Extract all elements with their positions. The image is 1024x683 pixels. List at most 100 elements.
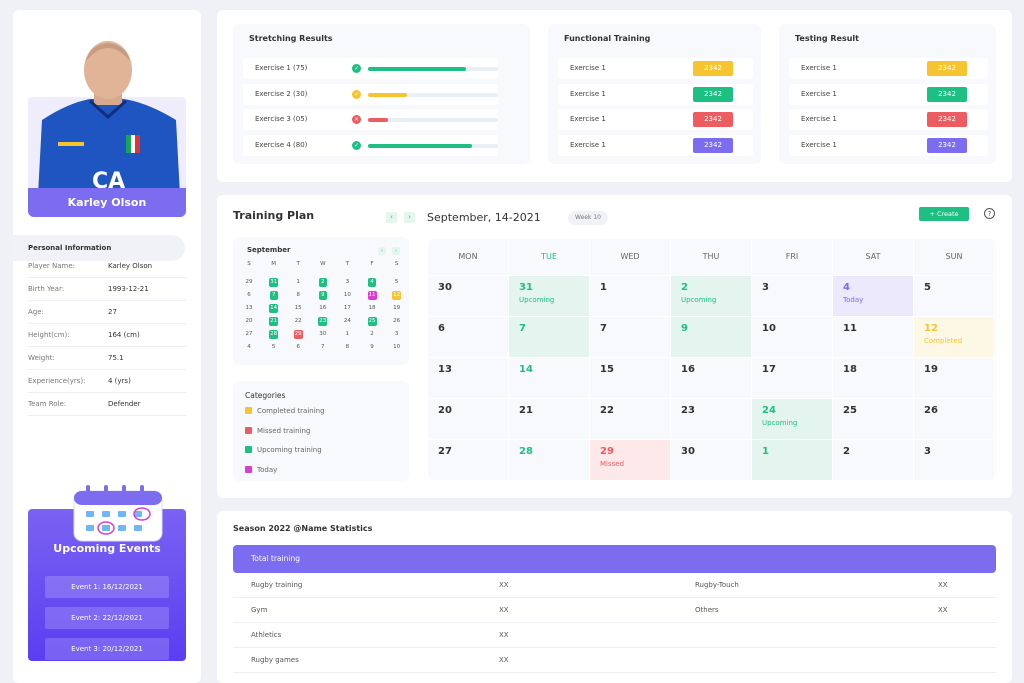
mini-day[interactable]: 8 (287, 290, 309, 301)
event-item[interactable]: Event 1: 16/12/2021 (45, 576, 169, 598)
calendar-day-cell[interactable]: 3 (914, 439, 995, 480)
mini-day[interactable]: 5 (263, 342, 285, 353)
calendar-day-cell[interactable]: 2 (833, 439, 914, 480)
personal-info-label: Birth Year: (28, 285, 65, 293)
mini-day[interactable]: 6 (238, 290, 260, 301)
calendar-day-cell[interactable]: 2 Upcoming (671, 275, 752, 316)
mini-day[interactable]: 4 (361, 277, 383, 288)
mini-next-button[interactable]: › (392, 247, 400, 255)
mini-day[interactable]: 4 (238, 342, 260, 353)
categories-legend: Categories Completed training Missed trai… (233, 381, 409, 481)
calendar-day-cell[interactable]: 15 (590, 357, 671, 398)
mini-day[interactable]: 19 (386, 303, 408, 314)
calendar-day-cell[interactable]: 11 (833, 316, 914, 357)
mini-day[interactable]: 20 (238, 316, 260, 327)
create-button[interactable]: + Create (919, 207, 969, 221)
mini-day[interactable]: 29 (238, 277, 260, 288)
testing-panel: Testing Result Exercise 1 2342 Exercise 1 2… (779, 24, 996, 164)
calendar-day-cell[interactable]: 31 Upcoming (509, 275, 590, 316)
mini-day[interactable]: 3 (336, 277, 358, 288)
mini-day[interactable]: 29 (287, 329, 309, 340)
mini-day[interactable]: 27 (238, 329, 260, 340)
mini-day-number: 3 (394, 331, 399, 337)
calendar-day-cell[interactable]: 1 (590, 275, 671, 316)
calendar-day-cell[interactable]: 23 (671, 398, 752, 439)
mini-day[interactable]: 1 (287, 277, 309, 288)
mini-day[interactable]: 22 (287, 316, 309, 327)
mini-day[interactable]: 8 (336, 342, 358, 353)
exercise-label: Exercise 2 (30) (255, 89, 308, 98)
calendar-day-number: 28 (519, 446, 533, 457)
calendar-day-cell[interactable]: 13 (428, 357, 509, 398)
mini-day-number: 29 (245, 279, 253, 285)
calendar-day-cell[interactable]: 30 (671, 439, 752, 480)
mini-day[interactable]: 23 (312, 316, 334, 327)
calendar-day-cell[interactable]: 27 (428, 439, 509, 480)
mini-day[interactable]: 28 (263, 329, 285, 340)
mini-day[interactable]: 2 (361, 329, 383, 340)
mini-day[interactable]: 31 (263, 277, 285, 288)
calendar-day-cell[interactable]: 24 Upcoming (752, 398, 833, 439)
mini-weekday: S (247, 261, 251, 267)
calendar-day-cell[interactable]: 6 (428, 316, 509, 357)
calendar-day-cell[interactable]: 5 (914, 275, 995, 316)
mini-day[interactable]: 16 (312, 303, 334, 314)
calendar-day-cell[interactable]: 30 (428, 275, 509, 316)
mini-day[interactable]: 9 (312, 290, 334, 301)
mini-day-number: 21 (269, 317, 279, 326)
mini-day[interactable]: 5 (386, 277, 408, 288)
help-icon[interactable]: ? (984, 208, 995, 219)
event-item[interactable]: Event 3: 20/12/2021 (45, 638, 169, 660)
calendar-day-cell[interactable]: 21 (509, 398, 590, 439)
mini-day[interactable]: 24 (336, 316, 358, 327)
calendar-day-cell[interactable]: 22 (590, 398, 671, 439)
prev-week-button[interactable]: ‹ (386, 212, 397, 223)
mini-day[interactable]: 9 (361, 342, 383, 353)
personal-info-label: Team Role: (28, 400, 67, 408)
mini-day-number: 23 (318, 317, 328, 326)
calendar-day-cell[interactable]: 29 Missed (590, 439, 671, 480)
calendar-day-cell[interactable]: 25 (833, 398, 914, 439)
mini-weekday: S (394, 261, 399, 267)
event-item[interactable]: Event 2: 22/12/2021 (45, 607, 169, 629)
calendar-day-cell[interactable]: 17 (752, 357, 833, 398)
mini-day[interactable]: 11 (361, 290, 383, 301)
calendar-day-cell[interactable]: 10 (752, 316, 833, 357)
mini-day[interactable]: 2 (312, 277, 334, 288)
calendar-day-cell[interactable]: 26 (914, 398, 995, 439)
mini-day[interactable]: 10 (386, 342, 408, 353)
mini-prev-button[interactable]: ‹ (378, 247, 386, 255)
mini-day[interactable]: 1 (336, 329, 358, 340)
mini-day[interactable]: 18 (361, 303, 383, 314)
mini-day[interactable]: 21 (263, 316, 285, 327)
calendar-day-cell[interactable]: 9 (671, 316, 752, 357)
calendar-day-status: Upcoming (681, 296, 717, 304)
calendar-day-cell[interactable]: 1 (752, 439, 833, 480)
next-week-button[interactable]: › (404, 212, 415, 223)
calendar-day-cell[interactable]: 19 (914, 357, 995, 398)
calendar-day-cell[interactable]: 20 (428, 398, 509, 439)
calendar-day-number: 4 (843, 282, 850, 293)
calendar-day-cell[interactable]: 3 (752, 275, 833, 316)
mini-day[interactable]: 26 (386, 316, 408, 327)
mini-day[interactable]: 17 (336, 303, 358, 314)
mini-day[interactable]: 3 (386, 329, 408, 340)
mini-day[interactable]: 12 (386, 290, 408, 301)
mini-day[interactable]: 10 (336, 290, 358, 301)
mini-day[interactable]: 7 (263, 290, 285, 301)
mini-day[interactable]: 30 (312, 329, 334, 340)
calendar-day-cell[interactable]: 7 (509, 316, 590, 357)
calendar-day-cell[interactable]: 28 (509, 439, 590, 480)
calendar-day-cell[interactable]: 4 Today (833, 275, 914, 316)
mini-day[interactable]: 7 (312, 342, 334, 353)
mini-day[interactable]: 6 (287, 342, 309, 353)
mini-day[interactable]: 25 (361, 316, 383, 327)
calendar-day-cell[interactable]: 16 (671, 357, 752, 398)
calendar-day-cell[interactable]: 18 (833, 357, 914, 398)
mini-day[interactable]: 15 (287, 303, 309, 314)
calendar-day-cell[interactable]: 7 (590, 316, 671, 357)
mini-day[interactable]: 14 (263, 303, 285, 314)
calendar-day-cell[interactable]: 12 Completed (914, 316, 995, 357)
calendar-day-cell[interactable]: 14 (509, 357, 590, 398)
mini-day[interactable]: 13 (238, 303, 260, 314)
